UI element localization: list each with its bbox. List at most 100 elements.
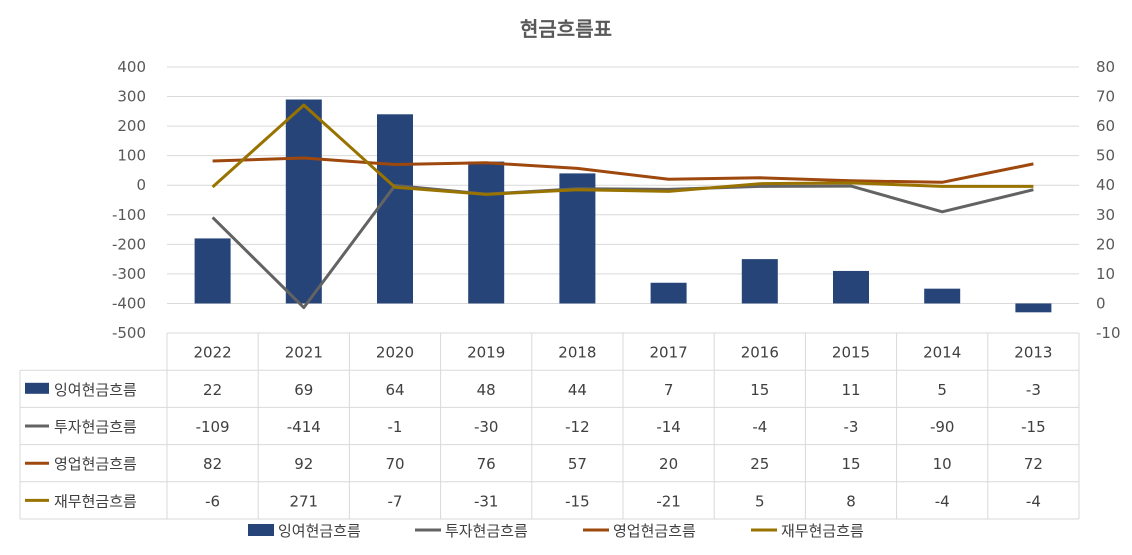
left-tick-label: 200 xyxy=(117,117,146,135)
table-cell: 5 xyxy=(937,381,947,399)
table-series-label: 영업현금흐름 xyxy=(54,455,137,473)
table-cell: -30 xyxy=(474,418,499,436)
legend-label: 재무현금흐름 xyxy=(781,522,864,540)
table-cell: 48 xyxy=(477,381,496,399)
table-cell: 15 xyxy=(750,381,769,399)
table-cell: -3 xyxy=(844,418,859,436)
table-cell: 64 xyxy=(385,381,404,399)
right-tick-label: 40 xyxy=(1096,176,1115,194)
line-series-2 xyxy=(211,103,1034,196)
legend-label: 잉여현금흐름 xyxy=(278,522,361,540)
table-legend-key xyxy=(25,382,49,394)
bar-2019 xyxy=(468,161,505,304)
category-label: 2022 xyxy=(194,344,232,362)
table-cell: -21 xyxy=(656,492,681,510)
table-cell: -1 xyxy=(388,418,403,436)
line-series xyxy=(211,103,1034,310)
table-cell: 92 xyxy=(294,455,313,473)
bar-2015 xyxy=(833,270,869,304)
bar-2014 xyxy=(924,288,961,304)
table-cell: 70 xyxy=(385,455,404,473)
bar-2016 xyxy=(741,259,778,304)
legend-key xyxy=(248,524,274,536)
table-cell: 10 xyxy=(933,455,952,473)
left-tick-label: 100 xyxy=(117,147,146,165)
category-label: 2021 xyxy=(285,344,323,362)
right-tick-label: 60 xyxy=(1096,117,1115,135)
right-tick-label: -10 xyxy=(1096,324,1121,342)
right-tick-label: 30 xyxy=(1096,206,1115,224)
category-label: 2017 xyxy=(650,344,688,362)
table-cell: 44 xyxy=(568,381,587,399)
table-cell: -90 xyxy=(930,418,955,436)
table-cell: -15 xyxy=(1021,418,1046,436)
bar-series xyxy=(194,99,1052,313)
table-cell: 82 xyxy=(203,455,222,473)
table-cell: -414 xyxy=(287,418,321,436)
table-cell: -3 xyxy=(1026,381,1041,399)
right-tick-label: 0 xyxy=(1096,294,1106,312)
bar-2021 xyxy=(285,99,322,304)
category-label: 2019 xyxy=(467,344,505,362)
left-tick-label: -300 xyxy=(112,265,146,283)
table-cell: 69 xyxy=(294,381,313,399)
table-cell: -14 xyxy=(656,418,681,436)
left-tick-label: -100 xyxy=(112,206,146,224)
right-tick-label: 70 xyxy=(1096,88,1115,106)
left-tick-label: -200 xyxy=(112,235,146,253)
left-tick-label: 0 xyxy=(136,176,146,194)
category-label: 2018 xyxy=(558,344,596,362)
table-cell: 20 xyxy=(659,455,678,473)
right-tick-label: 80 xyxy=(1096,58,1115,76)
table-series-label: 재무현금흐름 xyxy=(54,492,137,510)
category-label: 2020 xyxy=(376,344,414,362)
table-cell: 25 xyxy=(750,455,769,473)
chart-title: 현금흐름표 xyxy=(520,17,612,41)
table-cell: 271 xyxy=(289,492,318,510)
category-label: 2014 xyxy=(923,344,961,362)
bar-2022 xyxy=(194,238,231,304)
legend-label: 투자현금흐름 xyxy=(445,522,528,540)
table-cell: 76 xyxy=(477,455,496,473)
bar-2020 xyxy=(377,114,413,304)
right-tick-label: 20 xyxy=(1096,235,1115,253)
table-cell: -4 xyxy=(752,418,767,436)
line-series-1 xyxy=(212,156,1034,184)
bar-2013 xyxy=(1015,303,1052,313)
table-cell: -7 xyxy=(388,492,403,510)
table-cell: -6 xyxy=(205,492,220,510)
table-cell: 11 xyxy=(841,381,860,399)
data-table: 2022 2021 2020 2019 2018 2017 2016 2015 2014 2013… xyxy=(19,332,1080,520)
line-series-0 xyxy=(211,184,1034,310)
left-tick-label: -500 xyxy=(112,324,146,342)
table-cell: -4 xyxy=(1026,492,1041,510)
table-cell: 7 xyxy=(664,381,674,399)
left-axis: -500 -400 -300 -200 -100 0 100 200 300 400 xyxy=(112,58,146,342)
table-cell: 5 xyxy=(755,492,765,510)
legend-label: 영업현금흐름 xyxy=(613,522,696,540)
table-cell: 22 xyxy=(203,381,222,399)
right-tick-label: 50 xyxy=(1096,147,1115,165)
right-tick-label: 10 xyxy=(1096,265,1115,283)
table-cell: -12 xyxy=(565,418,590,436)
category-label: 2016 xyxy=(741,344,779,362)
table-cell: 8 xyxy=(846,492,856,510)
table-cell: 57 xyxy=(568,455,587,473)
category-label: 2013 xyxy=(1014,344,1052,362)
table-series-label: 잉여현금흐름 xyxy=(54,381,137,399)
left-tick-label: 300 xyxy=(117,88,146,106)
table-cell: -4 xyxy=(935,492,950,510)
table-cell: 15 xyxy=(841,455,860,473)
legend: 잉여현금흐름 투자현금흐름 영업현금흐름 재무현금흐름 xyxy=(248,522,864,540)
left-tick-label: -400 xyxy=(112,294,146,312)
table-cell: 72 xyxy=(1024,455,1043,473)
bar-2017 xyxy=(650,282,687,304)
bar-2018 xyxy=(559,173,596,304)
table-cell: -109 xyxy=(196,418,230,436)
table-cell: -15 xyxy=(565,492,590,510)
left-tick-label: 400 xyxy=(117,58,146,76)
category-label: 2015 xyxy=(832,344,870,362)
table-cell: -31 xyxy=(474,492,499,510)
